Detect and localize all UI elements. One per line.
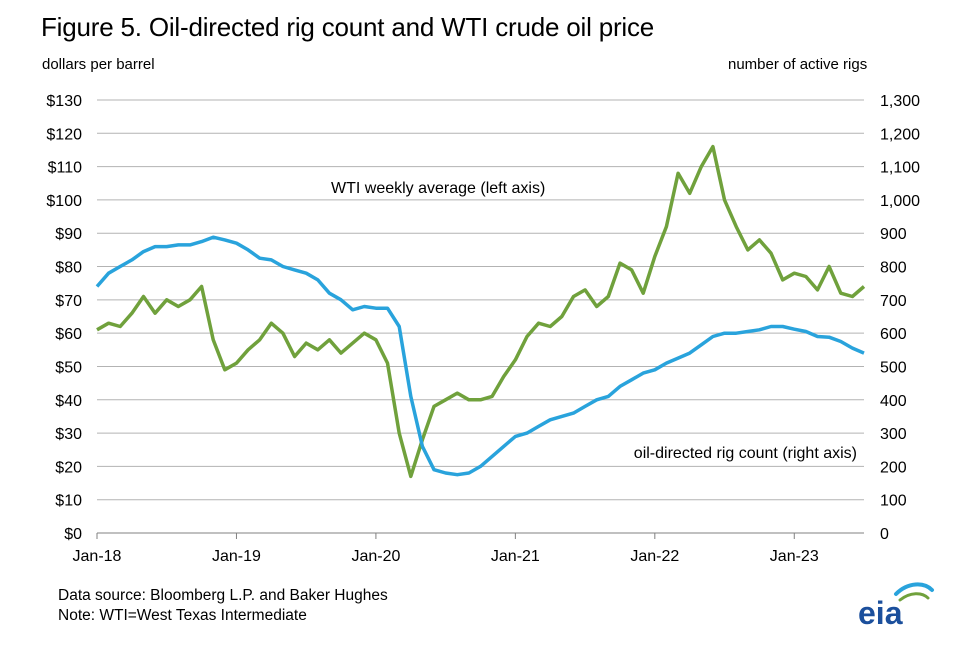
right-tick-label: 1,300 — [880, 93, 920, 110]
left-tick-label: $90 — [55, 226, 82, 243]
right-tick-label: 800 — [880, 260, 907, 277]
right-tick-label: 400 — [880, 393, 907, 410]
right-tick-label: 500 — [880, 359, 907, 376]
x-tick-label: Jan-19 — [212, 548, 261, 565]
series-lines — [95, 144, 866, 479]
right-tick-label: 1,000 — [880, 193, 920, 210]
right-tick-label: 900 — [880, 226, 907, 243]
right-tick-label: 300 — [880, 426, 907, 443]
x-tick-label: Jan-23 — [770, 548, 819, 565]
gridlines — [97, 99, 864, 501]
annotations: WTI weekly average (left axis) oil-direct… — [331, 180, 857, 462]
left-tick-label: $80 — [55, 260, 82, 277]
eia-logo-mark: eia — [858, 582, 934, 631]
chart-title: Figure 5. Oil-directed rig count and WTI… — [41, 12, 655, 42]
right-tick-label: 1,100 — [880, 160, 920, 177]
x-tick-label: Jan-21 — [491, 548, 540, 565]
left-tick-label: $130 — [46, 93, 82, 110]
right-tick-label: 100 — [880, 493, 907, 510]
left-tick-label: $0 — [64, 526, 82, 543]
left-tick-label: $100 — [46, 193, 82, 210]
logo-swoosh-blue — [894, 582, 934, 596]
chart-notes: Data source: Bloomberg L.P. and Baker Hu… — [58, 586, 388, 626]
right-axis-unit: number of active rigs — [728, 56, 868, 73]
wti-line — [96, 144, 866, 479]
x-tick-label: Jan-22 — [630, 548, 679, 565]
left-tick-label: $10 — [55, 493, 82, 510]
abbrev-note: Note: WTI=West Texas Intermediate — [58, 607, 307, 624]
left-tick-label: $20 — [55, 459, 82, 476]
rigs-annotation: oil-directed rig count (right axis) — [634, 445, 857, 462]
left-axis-unit: dollars per barrel — [42, 56, 155, 73]
right-tick-label: 700 — [880, 293, 907, 310]
x-axis: Jan-18 Jan-19 Jan-20 Jan-21 Jan-22 Jan-23 — [73, 532, 864, 565]
left-tick-label: $40 — [55, 393, 82, 410]
right-tick-label: 0 — [880, 526, 889, 543]
left-tick-label: $110 — [48, 160, 83, 177]
right-tick-label: 200 — [880, 459, 907, 476]
right-tick-label: 1,200 — [880, 126, 920, 143]
x-tick-label: Jan-20 — [351, 548, 400, 565]
rigs-line — [95, 235, 865, 477]
right-axis-ticks: 0 100 200 300 400 500 600 700 800 900 1,000 1,100 1,… — [880, 93, 920, 543]
right-tick-label: 600 — [880, 326, 907, 343]
left-tick-label: $120 — [46, 126, 82, 143]
left-tick-label: $30 — [55, 426, 82, 443]
left-axis-ticks: $0 $10 $20 $30 $40 $50 $60 $70 $80 $90 $100 $110 $12… — [46, 93, 82, 543]
eia-logo: eia — [856, 580, 936, 635]
wti-annotation: WTI weekly average (left axis) — [331, 180, 545, 197]
source-note: Data source: Bloomberg L.P. and Baker Hu… — [58, 587, 388, 604]
x-tick-label: Jan-18 — [73, 548, 122, 565]
left-tick-label: $70 — [55, 293, 82, 310]
left-tick-label: $60 — [55, 326, 82, 343]
logo-wordmark: eia — [858, 595, 903, 630]
left-tick-label: $50 — [55, 359, 82, 376]
logo-swoosh-green — [898, 592, 930, 602]
